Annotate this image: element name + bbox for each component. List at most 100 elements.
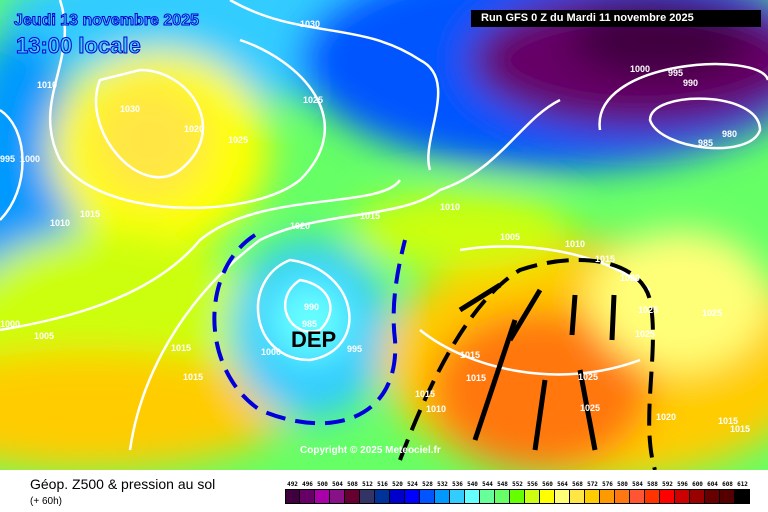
- low-pressure-label: DEP: [291, 327, 337, 352]
- isobar-label: 1020: [290, 221, 310, 231]
- legend-cell: 612: [735, 480, 750, 504]
- isobar-label: 985: [698, 138, 713, 148]
- isobar-label: 1015: [595, 254, 615, 264]
- legend-swatch: [525, 489, 540, 504]
- isobar-label: 1000: [0, 319, 20, 329]
- isobar-label: 1015: [360, 211, 380, 221]
- legend-cell: 544: [480, 480, 495, 504]
- legend-label: 576: [602, 481, 613, 488]
- isobar-label: 1025: [635, 329, 655, 339]
- legend-cell: 608: [720, 480, 735, 504]
- isobar-label: 1015: [415, 389, 435, 399]
- isobar-label: 1015: [183, 372, 203, 382]
- ridge-line: [398, 258, 657, 470]
- isobar-label: 1005: [500, 232, 520, 242]
- legend-cell: 588: [645, 480, 660, 504]
- isobar-label: 1010: [426, 404, 446, 414]
- isobar-label: 1015: [466, 373, 486, 383]
- legend-cell: 592: [660, 480, 675, 504]
- legend-cell: 524: [405, 480, 420, 504]
- legend-swatch: [315, 489, 330, 504]
- legend-label: 548: [497, 481, 508, 488]
- copyright: Copyright © 2025 Meteociel.fr: [300, 445, 441, 456]
- legend-swatch: [720, 489, 735, 504]
- legend-cell: 496: [300, 480, 315, 504]
- isobar-label: 1010: [37, 80, 57, 90]
- isobar-label: 1025: [702, 308, 722, 318]
- isobar-label: 1025: [303, 95, 323, 105]
- isobar-label: 1025: [228, 135, 248, 145]
- legend-swatch: [555, 489, 570, 504]
- legend-cell: 508: [345, 480, 360, 504]
- forecast-offset: (+ 60h): [30, 496, 62, 507]
- legend-cell: 576: [600, 480, 615, 504]
- wind-arrows: [458, 282, 617, 451]
- legend-swatch: [540, 489, 555, 504]
- isobar-label: 990: [304, 302, 319, 312]
- legend-label: 524: [407, 481, 418, 488]
- legend-swatch: [300, 489, 315, 504]
- legend-swatch: [585, 489, 600, 504]
- isobar-label: 1015: [730, 424, 750, 434]
- footer: Géop. Z500 & pression au sol (+ 60h) 492…: [0, 470, 768, 512]
- legend-swatch: [600, 489, 615, 504]
- legend-swatch: [390, 489, 405, 504]
- isobar-label: 1010: [50, 218, 70, 228]
- legend-label: 512: [362, 481, 373, 488]
- legend-label: 604: [707, 481, 718, 488]
- isobar-label: 995: [0, 154, 15, 164]
- legend-swatch: [405, 489, 420, 504]
- weather-map: 1030 1010 1030 1020 1025 1025 995 1000 1010 1015 1…: [0, 0, 768, 470]
- color-legend: 492 496 500 504 508 512 516 520 524 528 532 536 540 5…: [285, 480, 750, 504]
- legend-swatch: [630, 489, 645, 504]
- legend-cell: 528: [420, 480, 435, 504]
- isobar-label: 980: [722, 129, 737, 139]
- legend-swatch: [285, 489, 300, 504]
- legend-cell: 512: [360, 480, 375, 504]
- legend-swatch: [735, 489, 750, 504]
- legend-label: 568: [572, 481, 583, 488]
- legend-label: 516: [377, 481, 388, 488]
- legend-label: 544: [482, 481, 493, 488]
- legend-label: 540: [467, 481, 478, 488]
- legend-label: 508: [347, 481, 358, 488]
- legend-cell: 580: [615, 480, 630, 504]
- legend-swatch: [420, 489, 435, 504]
- legend-label: 556: [527, 481, 538, 488]
- isobar-label: 1010: [440, 202, 460, 212]
- legend-label: 520: [392, 481, 403, 488]
- isobar-label: 985: [302, 319, 317, 329]
- legend-swatch: [675, 489, 690, 504]
- legend-swatch: [345, 489, 360, 504]
- legend-cell: 584: [630, 480, 645, 504]
- legend-cell: 532: [435, 480, 450, 504]
- legend-label: 572: [587, 481, 598, 488]
- forecast-date: Jeudi 13 novembre 2025: [14, 12, 200, 30]
- legend-swatch: [645, 489, 660, 504]
- legend-cell: 596: [675, 480, 690, 504]
- legend-swatch: [705, 489, 720, 504]
- legend-label: 492: [287, 481, 298, 488]
- legend-swatch: [360, 489, 375, 504]
- isobar-label: 990: [683, 78, 698, 88]
- isobar-label: 995: [668, 68, 683, 78]
- legend-label: 600: [692, 481, 703, 488]
- legend-swatch: [435, 489, 450, 504]
- legend-swatch: [615, 489, 630, 504]
- isobar-label: 1025: [580, 403, 600, 413]
- legend-label: 564: [557, 481, 568, 488]
- legend-swatch: [660, 489, 675, 504]
- legend-cell: 568: [570, 480, 585, 504]
- legend-label: 608: [722, 481, 733, 488]
- legend-swatch: [690, 489, 705, 504]
- isobar-label: 1030: [300, 19, 320, 29]
- legend-label: 588: [647, 481, 658, 488]
- isobar-label: 1000: [20, 154, 40, 164]
- isobar-label: 995: [347, 344, 362, 354]
- isobar-label: 1030: [120, 104, 140, 114]
- legend-cell: 604: [705, 480, 720, 504]
- legend-label: 532: [437, 481, 448, 488]
- legend-swatch: [375, 489, 390, 504]
- isobar-label: 1020: [184, 124, 204, 134]
- legend-cell: 492: [285, 480, 300, 504]
